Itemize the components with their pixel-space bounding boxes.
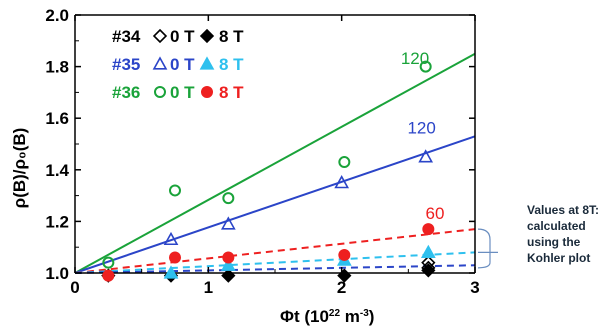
legend-filled-marker bbox=[199, 28, 215, 44]
data-point bbox=[421, 263, 436, 278]
fit-line-label: 120 bbox=[407, 119, 435, 138]
y-tick-label: 1.8 bbox=[45, 58, 69, 77]
data-point bbox=[220, 257, 236, 271]
data-point bbox=[422, 223, 435, 236]
kohler-annotation: Values at 8T: calculated using the Kohler p… bbox=[477, 203, 599, 269]
data-point bbox=[222, 251, 235, 264]
annotation-line: using the bbox=[527, 235, 581, 249]
legend-group: #34 0 T 8 T #35 0 T 8 T #36 0 T 8 T bbox=[112, 27, 244, 102]
fit-line bbox=[74, 52, 476, 274]
fit-line-label: 60 bbox=[426, 204, 445, 223]
y-tick-label: 1.4 bbox=[45, 161, 69, 180]
legend-filled-label: 8 T bbox=[219, 27, 244, 46]
ticks-group: 0 1 2 3 1.0 1.2 1.4 1.6 1.8 2.0 bbox=[45, 6, 479, 297]
data-point bbox=[334, 175, 350, 189]
annotation-line: Kohler plot bbox=[527, 251, 590, 265]
x-tick-label: 3 bbox=[470, 278, 479, 297]
bracket-arrow-upper bbox=[477, 228, 491, 240]
legend-open-marker bbox=[154, 86, 166, 98]
bracket-arrow-lower bbox=[477, 262, 491, 269]
data-points-group bbox=[101, 60, 436, 283]
data-point bbox=[419, 60, 432, 73]
fit-line bbox=[74, 135, 476, 274]
x-axis-title: Φt (1022 m-3) bbox=[280, 307, 374, 326]
y-tick-label: 2.0 bbox=[45, 6, 69, 25]
fit-line-label: 120 bbox=[401, 49, 429, 68]
legend-open-label: 0 T bbox=[170, 83, 195, 102]
legend-filled-marker bbox=[201, 86, 213, 98]
data-point bbox=[338, 248, 351, 261]
legend-open-label: 0 T bbox=[170, 55, 195, 74]
legend-open-marker bbox=[152, 28, 168, 44]
legend-filled-label: 8 T bbox=[219, 55, 244, 74]
data-point bbox=[338, 156, 351, 169]
legend-open-label: 0 T bbox=[170, 27, 195, 46]
legend-open-marker bbox=[152, 56, 168, 70]
y-tick-label: 1.6 bbox=[45, 109, 69, 128]
data-point bbox=[222, 192, 235, 205]
data-point bbox=[221, 268, 236, 283]
data-point bbox=[220, 216, 236, 230]
data-point bbox=[169, 251, 181, 264]
y-tick-label: 1.0 bbox=[45, 264, 69, 283]
data-point bbox=[418, 149, 434, 163]
x-tick-label: 1 bbox=[204, 278, 213, 297]
data-point bbox=[420, 244, 436, 258]
x-tick-label: 0 bbox=[70, 278, 79, 297]
data-point bbox=[337, 268, 352, 283]
legend-series-prefix: #34 bbox=[112, 27, 141, 46]
y-tick-label: 1.2 bbox=[45, 212, 69, 231]
legend-series-prefix: #35 bbox=[112, 55, 140, 74]
legend-series-prefix: #36 bbox=[112, 83, 140, 102]
y-axis-title: ρ(B)/ρ₀(B) bbox=[10, 128, 29, 209]
data-point bbox=[102, 256, 115, 269]
x-tick-label: 2 bbox=[337, 278, 346, 297]
data-point bbox=[163, 231, 179, 246]
data-point bbox=[102, 269, 115, 282]
line-labels-group: 120 120 60 bbox=[401, 49, 445, 223]
legend-filled-marker bbox=[199, 56, 215, 70]
legend-filled-label: 8 T bbox=[219, 83, 244, 102]
data-point bbox=[163, 265, 179, 279]
annotation-line: Values at 8T: bbox=[527, 203, 599, 217]
data-point bbox=[169, 184, 181, 197]
annotation-line: calculated bbox=[527, 219, 586, 233]
